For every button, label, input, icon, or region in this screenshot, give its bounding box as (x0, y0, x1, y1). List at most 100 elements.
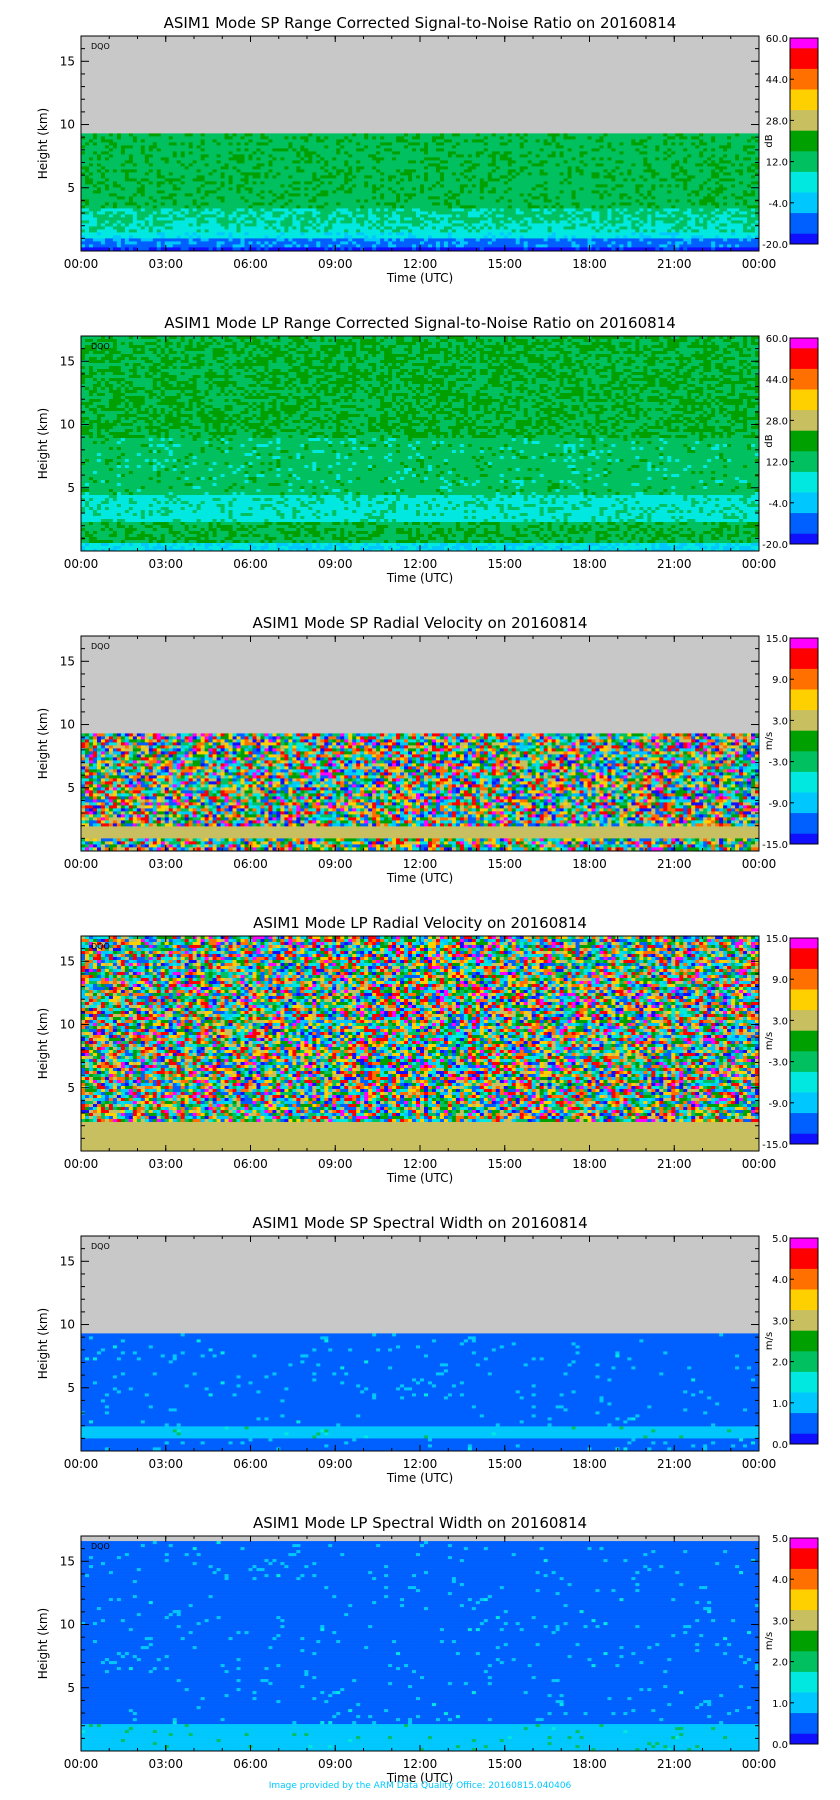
data-cell (233, 136, 237, 139)
data-cell (723, 160, 727, 163)
data-cell (400, 148, 404, 151)
data-cell (400, 151, 404, 154)
data-cell (667, 157, 671, 160)
data-cell (233, 163, 237, 166)
data-cell (348, 157, 352, 160)
data-cell (623, 157, 627, 160)
data-cell (141, 172, 145, 175)
data-cell (256, 172, 260, 175)
data-cell (731, 133, 735, 136)
data-cell (504, 157, 508, 160)
data-cell (233, 169, 237, 172)
data-cell (516, 163, 520, 166)
data-cell (169, 148, 173, 151)
data-cell (420, 175, 424, 178)
data-cell (707, 145, 711, 148)
data-cell (488, 154, 492, 157)
data-cell (368, 148, 372, 151)
data-cell (532, 139, 536, 142)
data-cell (480, 163, 484, 166)
data-cell (456, 157, 460, 160)
data-cell (739, 133, 743, 136)
data-cell (560, 166, 564, 169)
data-cell (416, 166, 420, 169)
data-cell (703, 163, 707, 166)
data-cell (452, 148, 456, 151)
data-cell (408, 136, 412, 139)
data-cell (384, 133, 388, 136)
data-cell (703, 151, 707, 154)
data-cell (663, 172, 667, 175)
data-cell (233, 139, 237, 142)
data-cell (420, 163, 424, 166)
data-cell (85, 163, 89, 166)
data-cell (572, 163, 576, 166)
data-cell (751, 160, 755, 163)
data-cell (595, 136, 599, 139)
data-cell (344, 169, 348, 172)
data-cell (635, 142, 639, 145)
data-cell (679, 136, 683, 139)
data-cell (440, 160, 444, 163)
data-cell (528, 145, 532, 148)
data-cell (484, 175, 488, 178)
data-cell (376, 157, 380, 160)
data-cell (145, 139, 149, 142)
data-cell (595, 163, 599, 166)
data-cell (404, 136, 408, 139)
data-cell (328, 142, 332, 145)
data-cell (472, 154, 476, 157)
data-cell (364, 157, 368, 160)
data-cell (392, 151, 396, 154)
data-cell (133, 145, 137, 148)
data-cell (392, 154, 396, 157)
data-cell (504, 175, 508, 178)
data-cell (707, 148, 711, 151)
data-cell (249, 148, 253, 151)
data-cell (512, 136, 516, 139)
data-cell (556, 163, 560, 166)
data-cell (380, 151, 384, 154)
data-cell (552, 142, 556, 145)
data-cell (747, 142, 751, 145)
data-cell (300, 148, 304, 151)
data-cell (420, 157, 424, 160)
data-cell (252, 136, 256, 139)
data-cell (556, 136, 560, 139)
data-cell (340, 160, 344, 163)
data-cell (627, 160, 631, 163)
data-cell (356, 139, 360, 142)
data-cell (272, 175, 276, 178)
data-cell (751, 169, 755, 172)
data-cell (607, 145, 611, 148)
data-cell (735, 169, 739, 172)
data-cell (508, 160, 512, 163)
data-cell (85, 175, 89, 178)
data-cell (89, 172, 93, 175)
data-cell (372, 154, 376, 157)
data-cell (376, 169, 380, 172)
data-cell (695, 145, 699, 148)
data-cell (93, 172, 97, 175)
data-cell (572, 154, 576, 157)
data-cell (544, 139, 548, 142)
data-cell (125, 133, 129, 136)
data-cell (504, 160, 508, 163)
data-cell (260, 175, 264, 178)
data-cell (476, 160, 480, 163)
data-cell (133, 172, 137, 175)
data-cell (683, 151, 687, 154)
data-cell (460, 166, 464, 169)
data-cell (300, 151, 304, 154)
data-cell (480, 154, 484, 157)
data-cell (727, 136, 731, 139)
data-cell (105, 148, 109, 151)
data-cell (229, 169, 233, 172)
data-cell (424, 169, 428, 172)
data-cell (364, 145, 368, 148)
data-cell (344, 172, 348, 175)
data-cell (588, 154, 592, 157)
data-cell (723, 169, 727, 172)
data-cell (707, 154, 711, 157)
data-cell (193, 154, 197, 157)
